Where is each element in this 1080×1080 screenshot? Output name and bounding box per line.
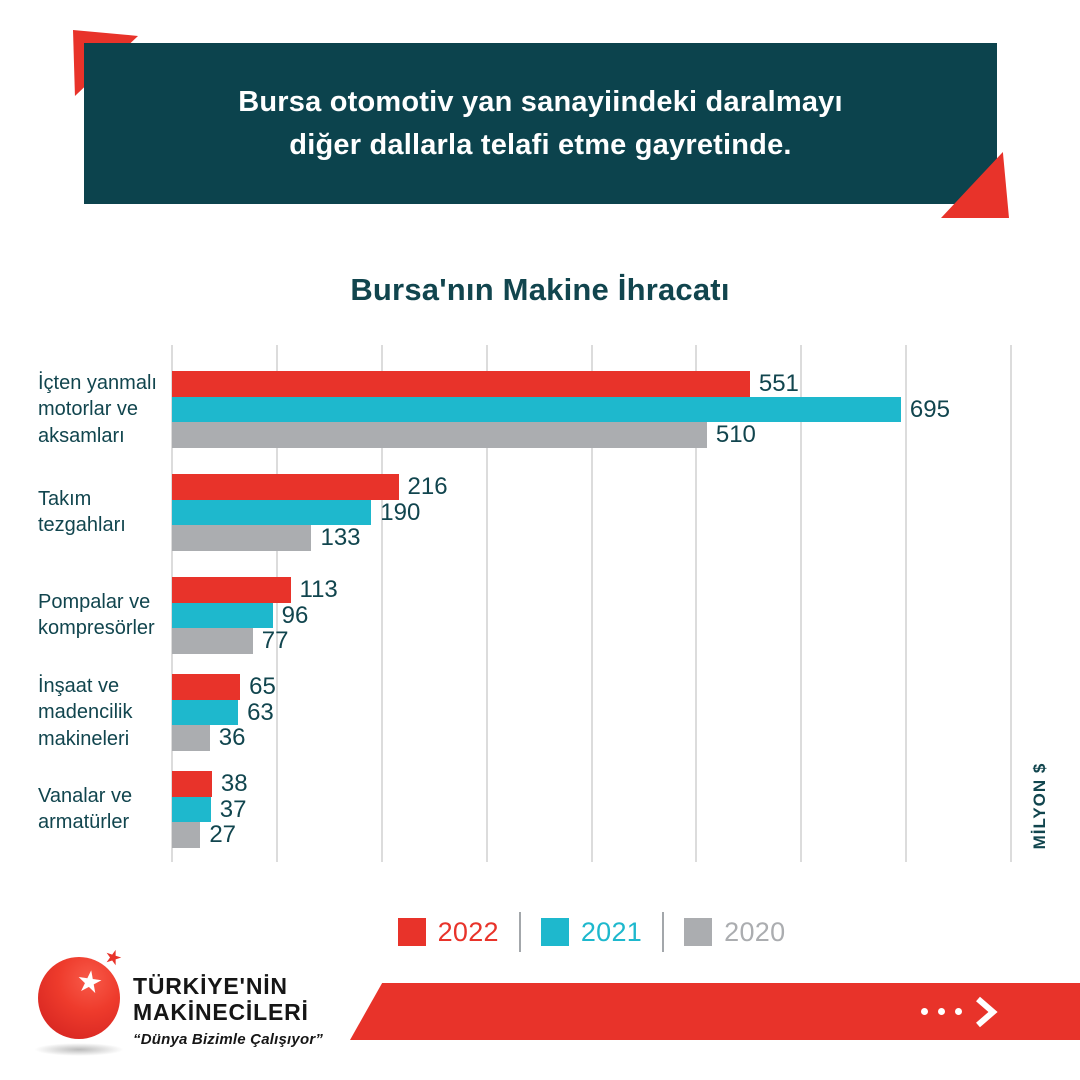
category-label: Vanalar ve armatürler [38,785,133,834]
category-label: İçten yanmalı motorlar ve aksamları [38,371,157,447]
bar-2021-3 [172,699,239,726]
bar-2020-0 [172,422,707,448]
bar-2022-1 [172,474,399,500]
gridline [905,345,908,862]
bar-2020-1 [172,525,312,551]
gridline [485,345,488,862]
legend-separator [662,912,665,952]
value-label: 63 [247,698,274,726]
value-label: 133 [320,524,361,552]
bar-2021-1 [172,499,372,526]
footer-banner [350,983,1080,1040]
value-label: 37 [219,795,247,823]
gridline [275,345,278,862]
chart-title: Bursa'nın Makine İhracatı [350,272,730,307]
value-label: 190 [380,498,421,526]
value-label: 77 [261,627,289,655]
header-box: Bursa otomotiv yan sanayiindeki daralmay… [84,43,997,204]
axis-unit-label: MİLYON $ [1030,762,1049,850]
legend-label: 2020 [724,916,786,947]
logo-text: TÜRKİYE'NİN MAKİNECİLERİ “Dünya Bizimle … [133,973,324,1048]
logo-circle [38,957,120,1039]
gridline [590,345,593,862]
value-label: 551 [758,370,799,397]
legend-label: 2022 [437,916,499,947]
value-label: 113 [299,576,338,603]
value-label: 695 [909,395,950,423]
logo-shadow [34,1043,124,1056]
dot-icon [955,1008,962,1015]
gridline [380,345,383,862]
bar-2022-0 [172,371,750,397]
chart-legend: 2022 2021 2020 [172,908,1011,956]
header-title-line2: diğer dallarla telafi etme gayretinde. [289,128,792,161]
value-label: 38 [220,770,248,797]
category-label: Takım tezgahları [38,488,126,537]
value-label: 36 [218,724,246,752]
category-label: İnşaat ve madencilik makineleri [38,674,133,750]
bar-2022-2 [172,577,291,603]
legend-item-2020: 2020 [684,917,785,948]
bar-2020-2 [172,628,253,654]
bar-2021-0 [172,396,901,423]
star-icon: ★ [73,964,106,1001]
value-label: 96 [281,601,309,629]
category-label: Pompalar ve kompresörler [38,591,155,640]
legend-item-2021: 2021 [540,916,643,948]
legend-swatch [684,918,713,946]
gridline [1010,345,1012,862]
gridline [800,345,803,862]
legend-item-2022: 2022 [397,916,499,948]
value-label: 216 [407,473,448,500]
gridline [695,345,698,862]
header-title-line1: Bursa otomotiv yan sanayiindeki daralmay… [238,86,843,119]
bar-2020-3 [172,725,210,751]
legend-swatch [540,918,569,946]
value-label: 27 [209,821,237,849]
legend-swatch [397,918,426,946]
value-label: 65 [249,673,276,700]
value-label: 510 [715,421,756,449]
bar-2022-4 [172,771,212,797]
legend-label: 2021 [580,916,643,947]
bar-2021-4 [172,796,211,823]
logo-line2: MAKİNECİLERİ [133,998,309,1025]
next-arrow-icon [921,994,998,1030]
bar-2022-3 [172,674,241,700]
chevron-right-icon [976,996,998,1027]
logo-tagline: “Dünya Bizimle Çalışıyor” [133,1030,324,1048]
bar-2020-4 [172,822,201,848]
dot-icon [921,1008,928,1015]
legend-separator [518,912,521,952]
logo-line1: TÜRKİYE'NİN [133,973,288,999]
bar-2021-2 [172,602,273,629]
dot-icon [938,1008,945,1015]
